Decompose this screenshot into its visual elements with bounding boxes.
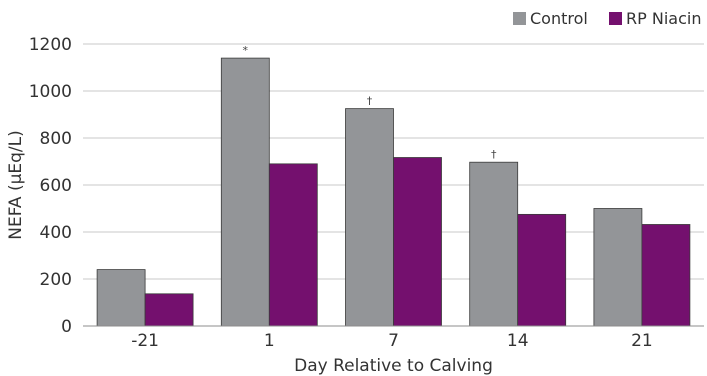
x-tick-label: -21 (131, 331, 159, 351)
legend-label-rp-niacin: RP Niacin (626, 9, 701, 28)
y-tick-label: 1000 (29, 82, 72, 102)
y-tick-label: 0 (61, 317, 72, 337)
annotation-group: * † † (243, 44, 497, 161)
x-tick-label: 14 (507, 331, 529, 351)
y-tick-label: 1200 (29, 35, 72, 55)
x-axis-title: Day Relative to Calving (294, 356, 493, 376)
bar-rp-niacin (268, 163, 318, 327)
significance-marker: * (243, 44, 249, 57)
bar-rp-niacin (517, 213, 567, 327)
legend-swatch-rp-niacin (609, 12, 622, 25)
significance-marker: † (491, 148, 497, 161)
y-tick-label: 800 (40, 129, 72, 149)
bar-rp-niacin (144, 293, 194, 327)
bar-control (469, 161, 519, 327)
bar-group (96, 57, 691, 327)
legend-swatch-control (513, 12, 526, 25)
legend: Control RP Niacin (513, 9, 701, 28)
bar-control (345, 108, 394, 327)
bar-control (220, 57, 270, 327)
y-axis-ticks: 0 200 400 600 800 1000 1200 (29, 35, 72, 337)
y-axis-title: NEFA (µEq/L) (6, 130, 26, 240)
bar-control (593, 208, 643, 327)
significance-marker: † (367, 95, 373, 108)
x-tick-label: 7 (388, 331, 399, 351)
x-axis-ticks: -21 1 7 14 21 (131, 331, 653, 351)
legend-label-control: Control (530, 9, 588, 28)
y-tick-label: 200 (40, 270, 72, 290)
bar-rp-niacin (393, 157, 442, 327)
x-tick-label: 21 (631, 331, 653, 351)
bar-control (96, 269, 146, 327)
bar-rp-niacin (641, 224, 691, 327)
y-tick-label: 600 (40, 176, 72, 196)
x-tick-label: 1 (264, 331, 275, 351)
y-tick-label: 400 (40, 223, 72, 243)
